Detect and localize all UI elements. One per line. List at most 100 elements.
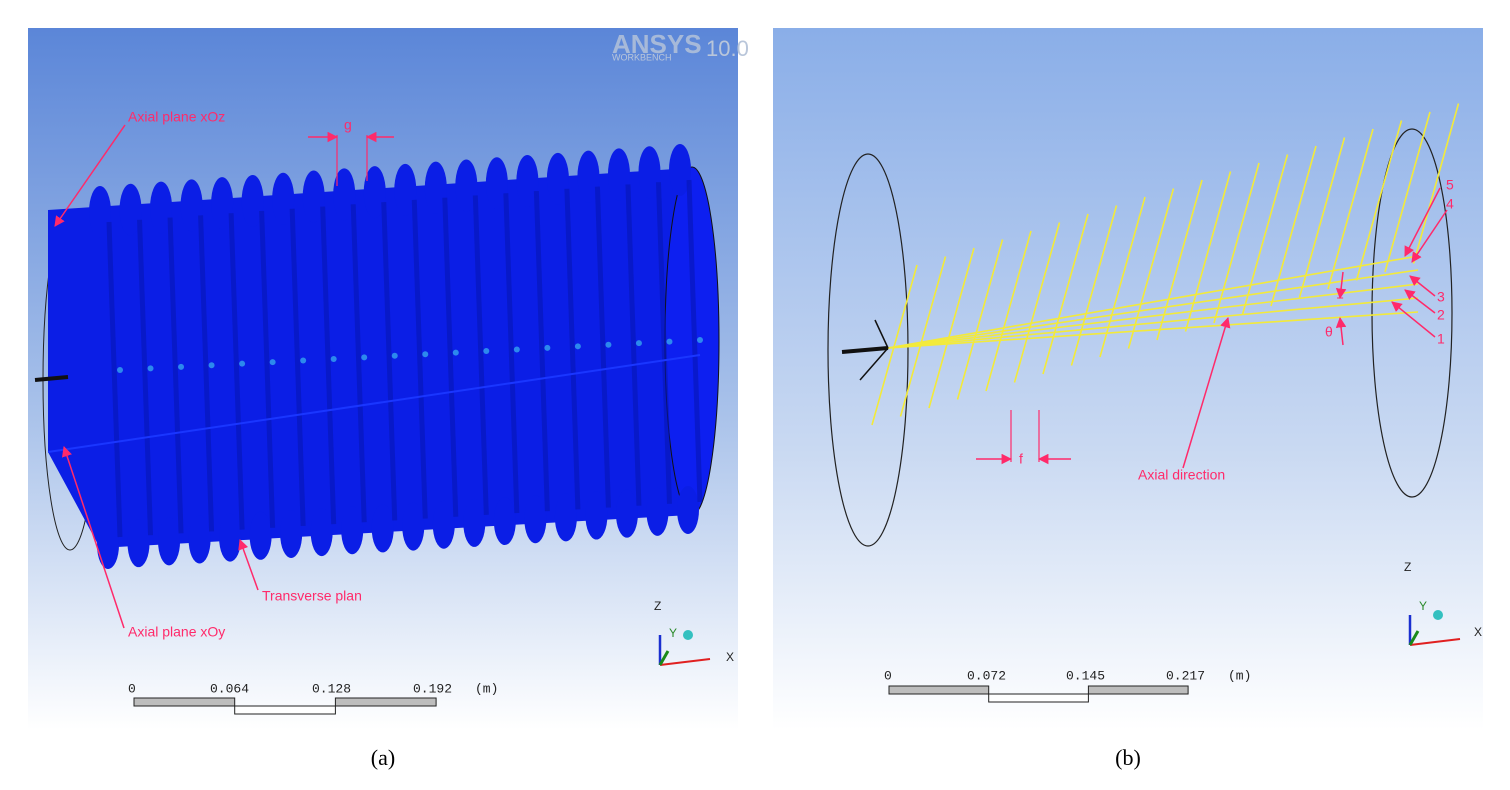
scale-segment — [888, 685, 990, 695]
annotation-arrow — [1182, 316, 1231, 469]
axis-y-arrow — [658, 650, 670, 666]
corrugation-shade — [167, 217, 184, 534]
corrugation-top — [638, 146, 661, 199]
axis-y: Y — [669, 626, 677, 640]
axis-ball — [683, 630, 693, 640]
axis-z: Z — [654, 599, 661, 613]
core-spot — [178, 363, 185, 370]
corrugation-shade — [655, 182, 672, 504]
core-spot — [422, 351, 429, 358]
corrugation-top — [516, 155, 539, 208]
corrugation-bottom — [432, 500, 455, 549]
helix-segment — [1070, 205, 1118, 366]
helix-segment — [871, 264, 918, 426]
corrugation-shade — [472, 195, 489, 515]
helix-segment — [1099, 196, 1146, 358]
helix-segment — [1241, 154, 1289, 315]
helix-segment — [1298, 137, 1346, 298]
corrugation-bottom — [524, 495, 547, 544]
corrugation-top — [424, 161, 447, 214]
corrugation-top — [272, 172, 295, 225]
corrugation-shade — [686, 179, 703, 503]
corrugation-shade — [289, 208, 306, 527]
corrugation-bottom — [493, 497, 516, 546]
axis-x: X — [1474, 625, 1482, 639]
core-spot — [330, 355, 337, 362]
corrugation-top — [394, 163, 417, 216]
corrugation-shade — [533, 190, 550, 512]
helix-segment — [985, 230, 1032, 392]
corrugation-bottom — [158, 517, 181, 566]
helix-segment — [899, 256, 947, 417]
corrugation-shade — [350, 204, 367, 523]
corrugation-shade — [625, 184, 642, 506]
corrugation-bottom — [646, 487, 669, 536]
helix-segment — [1384, 111, 1431, 273]
corrugation-shade — [503, 193, 520, 514]
annotation-arrow — [1391, 301, 1436, 338]
corrugation-top — [89, 186, 111, 238]
cylinder-body — [48, 168, 718, 548]
annotation-arrow — [61, 446, 125, 629]
corrugation-bottom — [585, 491, 608, 540]
corrugation-shade — [106, 221, 123, 538]
corrugation-shade — [381, 202, 398, 521]
shaft — [841, 346, 889, 354]
core-spot — [697, 337, 703, 343]
scale-tick: 0.064 — [210, 681, 249, 696]
wire — [887, 255, 1419, 349]
annotation-arrow — [1411, 209, 1448, 263]
label-axial-plane-xoz: Axial plane xOz — [128, 109, 225, 125]
label-transverse-plane: Transverse plan — [262, 588, 362, 604]
corrugation-top — [485, 157, 508, 210]
label-gap: g — [344, 117, 352, 133]
panel-b-background — [773, 28, 1483, 730]
corrugation-bottom — [97, 521, 119, 569]
annotation-arrow — [1335, 271, 1347, 300]
wire — [887, 269, 1419, 349]
axis-x-arrow — [659, 658, 711, 666]
corrugation-top — [211, 177, 234, 230]
scale-tick: 0.217 — [1166, 668, 1205, 683]
label-wire: 3 — [1437, 289, 1445, 305]
core-spot — [300, 357, 307, 364]
panel-a — [34, 124, 720, 715]
corrugation-top — [241, 174, 264, 227]
scale-unit: (m) — [1228, 668, 1251, 683]
corrugation-top — [180, 179, 203, 232]
helix-segment — [1213, 162, 1260, 324]
caption: (b) — [1115, 745, 1141, 770]
helix-segment — [1184, 171, 1232, 332]
annotation-arrow — [1404, 289, 1436, 314]
corrugation-top — [546, 152, 569, 205]
label-axial-direction: Axial direction — [1138, 467, 1225, 483]
cut-line — [47, 354, 701, 453]
corrugation-bottom — [310, 508, 333, 557]
core-spot — [117, 367, 123, 373]
caption: (a) — [371, 745, 395, 770]
corrugation-shade — [320, 206, 337, 525]
corrugation-bottom — [127, 519, 150, 568]
core-spot — [666, 338, 673, 345]
annotation-arrow — [54, 124, 126, 227]
scale-tick: 0.192 — [413, 681, 452, 696]
corrugation-shade — [198, 215, 215, 532]
helix-segment — [1013, 222, 1061, 383]
corrugation-shade — [442, 197, 459, 517]
corrugation-top — [669, 144, 691, 196]
corrugation-bottom — [188, 515, 211, 564]
axis-x: X — [726, 650, 734, 664]
label-wire: 1 — [1437, 331, 1445, 347]
core-spot — [208, 362, 215, 369]
corrugation-top — [577, 150, 600, 203]
label-wire: 5 — [1446, 177, 1454, 193]
core-spot — [605, 341, 612, 348]
corrugation-bottom — [615, 489, 638, 538]
core-spot — [513, 346, 520, 353]
scale-tick: 0.145 — [1066, 668, 1105, 683]
corrugation-top — [150, 181, 173, 234]
wire — [887, 297, 1419, 349]
axis-y-arrow — [1408, 630, 1420, 646]
corrugation-shade — [411, 199, 428, 519]
corrugation-bottom — [677, 486, 699, 534]
